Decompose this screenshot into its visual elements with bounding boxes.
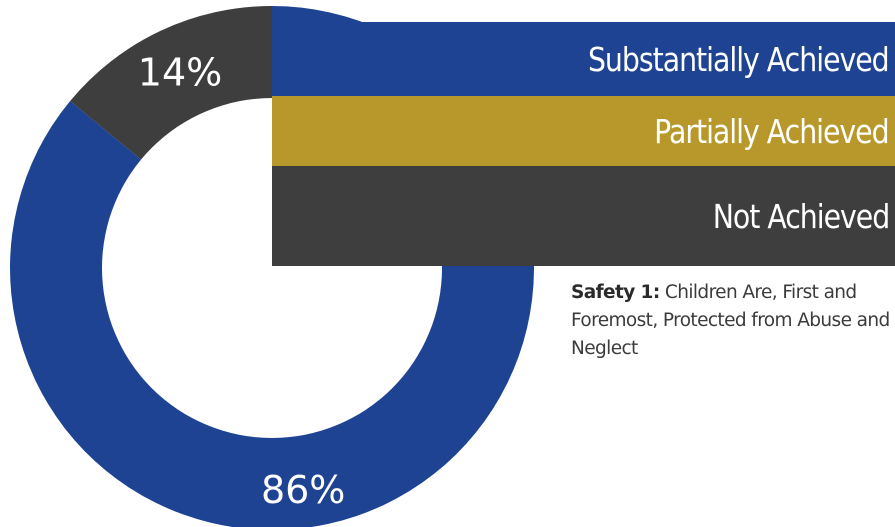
slice-label-substantially-achieved: 86% bbox=[261, 468, 345, 512]
caption-text: Children Are, First and Foremost, Protec… bbox=[571, 282, 890, 359]
legend-partially-achieved: Partially Achieved bbox=[272, 96, 895, 166]
legend-label-not-achieved: Not Achieved bbox=[712, 196, 891, 236]
legend-label-partially-achieved: Partially Achieved bbox=[654, 111, 890, 151]
legend-label-substantially-achieved: Substantially Achieved bbox=[588, 39, 890, 79]
slice-label-not-achieved: 14% bbox=[138, 51, 222, 95]
chart-caption: Safety 1: Children Are, First and Foremo… bbox=[571, 279, 891, 363]
legend-substantially-achieved: Substantially Achieved bbox=[272, 22, 895, 96]
caption-title: Safety 1: bbox=[571, 282, 660, 303]
legend-not-achieved: Not Achieved bbox=[272, 166, 895, 266]
